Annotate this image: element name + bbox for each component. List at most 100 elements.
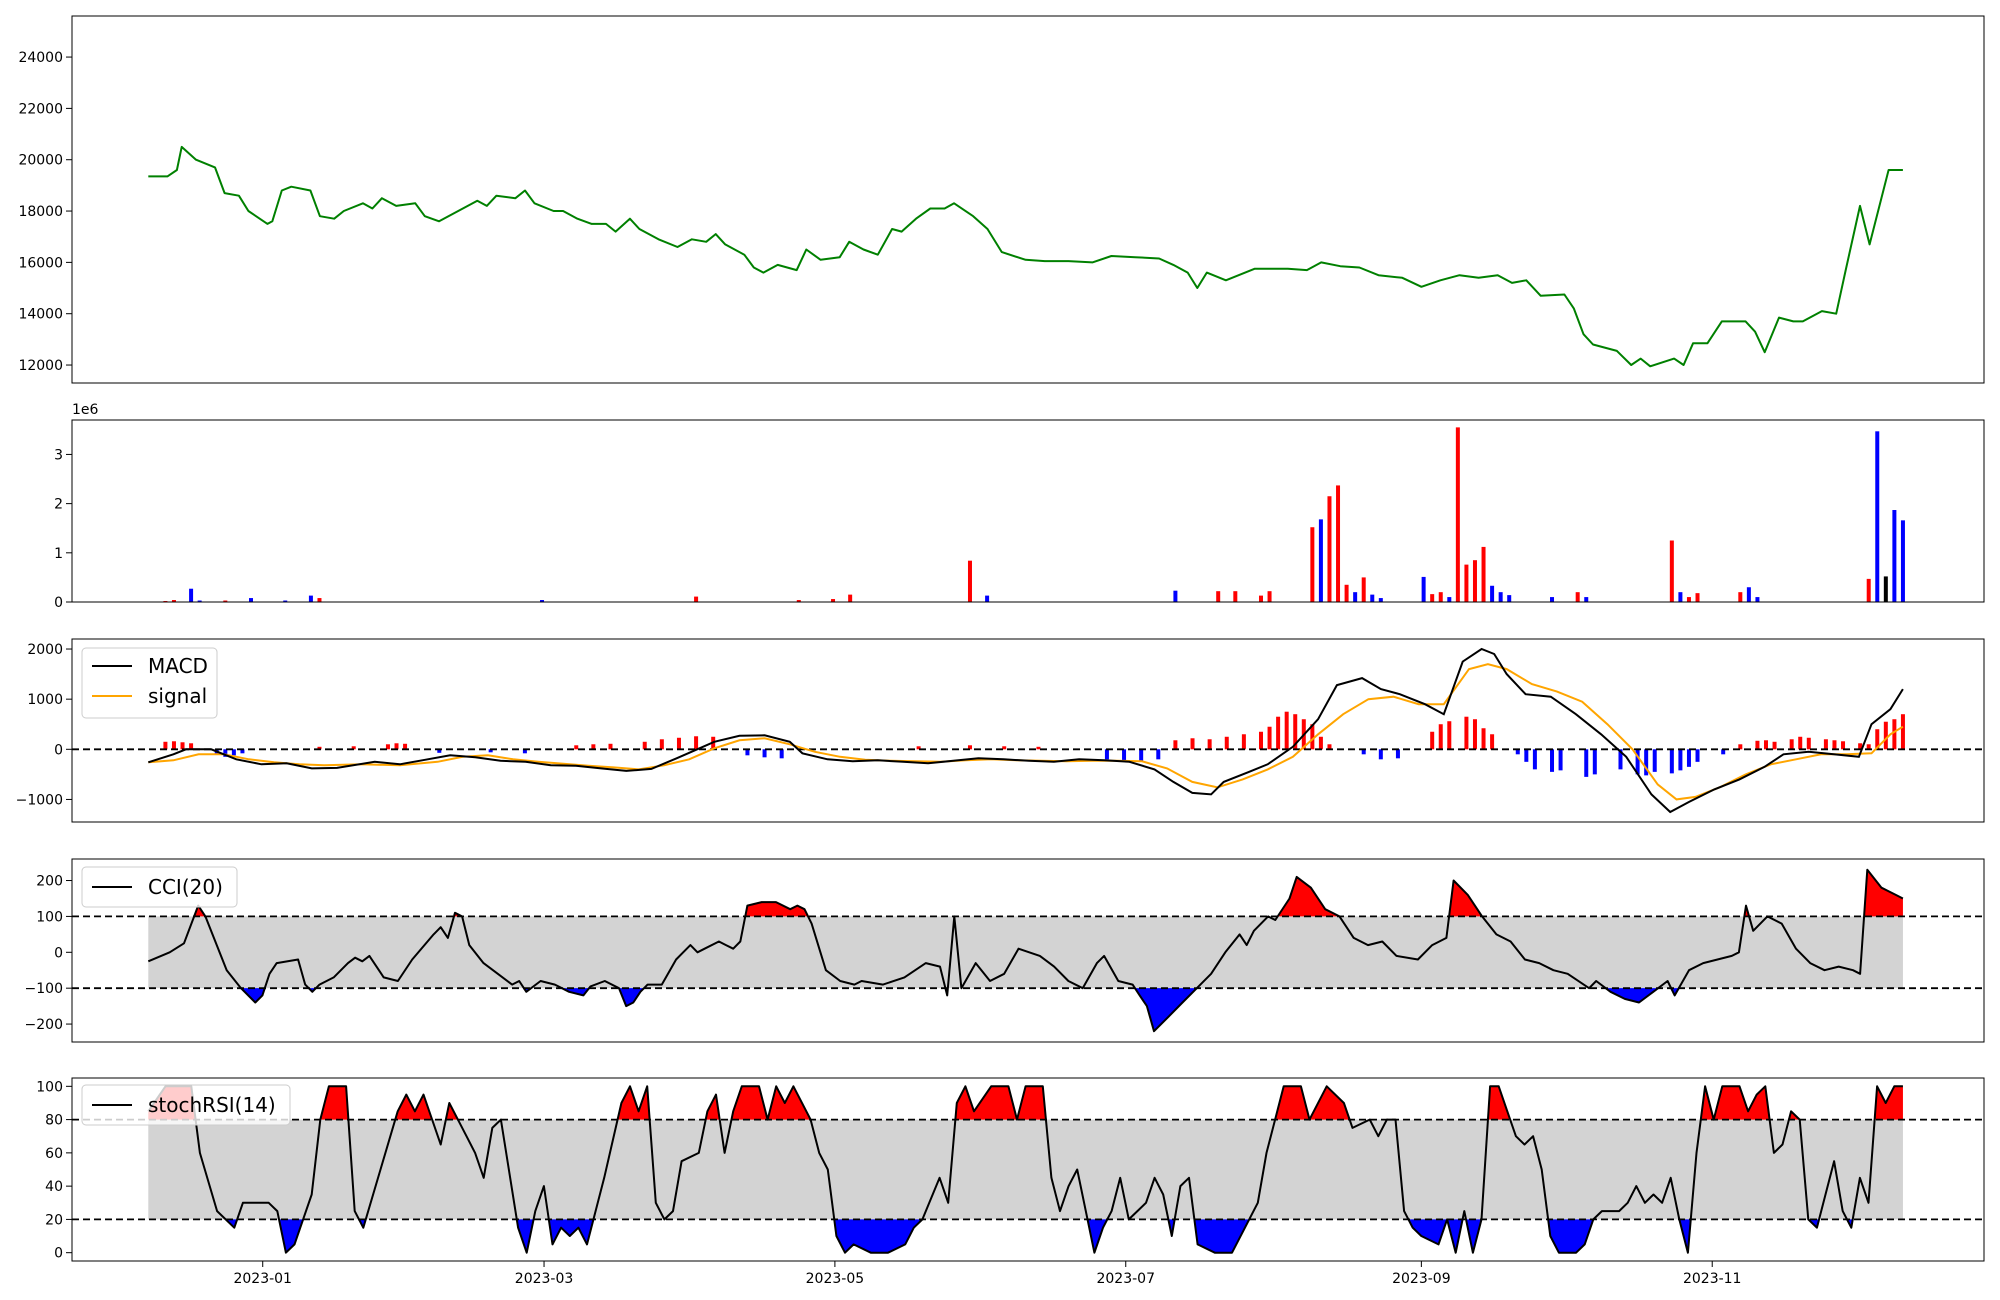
volume-bar <box>1327 496 1332 602</box>
price-ytick-label: 18000 <box>18 204 63 220</box>
volume-bar <box>1498 592 1503 602</box>
stochrsi-line <box>147 1085 1903 1254</box>
macd-histogram-bar <box>1678 749 1683 771</box>
volume-bar <box>1438 592 1443 602</box>
macd-histogram-bar <box>1875 729 1880 750</box>
volume-bar <box>985 595 990 602</box>
macd-histogram-bar <box>1686 749 1691 767</box>
volume-ytick-label: 2 <box>54 497 63 513</box>
macd-legend-label: MACD <box>148 654 208 678</box>
macd-histogram-bar <box>1550 749 1555 772</box>
price-ytick-label: 24000 <box>18 50 63 66</box>
volume-bar <box>197 600 202 602</box>
stochrsi-panel: 0 20 40 60 80 100 stochRSI(14) <box>36 1077 1985 1262</box>
macd-histogram-bar <box>1224 736 1229 750</box>
macd-histogram-bar <box>1267 726 1272 750</box>
macd-histogram-bar <box>608 743 613 750</box>
volume-bar <box>189 588 194 602</box>
stochrsi-ytick-label: 0 <box>54 1246 63 1262</box>
macd-histogram-bar <box>1892 719 1897 750</box>
volume-bar <box>1310 527 1315 602</box>
macd-histogram-bar <box>916 746 921 750</box>
volume-ytick-label: 1 <box>54 546 63 562</box>
date-x-axis: 2023-01 2023-03 2023-05 2023-07 2023-09 2023-… <box>233 1261 1741 1287</box>
macd-histogram-bar <box>1832 740 1837 750</box>
volume-bar <box>223 600 228 602</box>
macd-histogram-bar <box>1772 741 1777 750</box>
macd-histogram-bar <box>1430 731 1435 750</box>
macd-histogram-bar <box>317 746 322 750</box>
stochrsi-legend-box <box>81 1084 291 1126</box>
macd-legend: MACD signal <box>81 647 218 719</box>
macd-histogram-bar <box>437 749 442 753</box>
macd-histogram-bar <box>1584 749 1589 777</box>
macd-histogram-bar <box>1755 740 1760 750</box>
macd-histogram-bar <box>1276 716 1281 750</box>
volume-bar <box>1216 591 1221 602</box>
macd-histogram-bar <box>1318 736 1323 750</box>
macd-histogram-bar <box>1806 737 1811 750</box>
price-ytick-label: 22000 <box>18 101 63 117</box>
price-ytick-label: 14000 <box>18 307 63 323</box>
macd-histogram-bar <box>574 745 579 750</box>
volume-bar <box>1258 595 1263 602</box>
macd-histogram-bar <box>1104 749 1109 760</box>
volume-bar <box>283 600 288 602</box>
stochrsi-ytick-label: 20 <box>45 1212 63 1228</box>
volume-bar <box>1490 585 1495 602</box>
macd-histogram-bar <box>1395 749 1400 759</box>
price-ytick-label: 12000 <box>18 358 63 374</box>
macd-histogram-bar <box>1173 740 1178 750</box>
macd-histogram-bar <box>240 749 245 754</box>
x-tick-label: 2023-11 <box>1683 1271 1742 1287</box>
macd-ytick-label: 0 <box>54 742 63 758</box>
price-ytick-label: 16000 <box>18 255 63 271</box>
macd-histogram-bar <box>1284 711 1289 750</box>
volume-bar <box>967 560 972 602</box>
cci-legend-box <box>81 866 238 908</box>
volume-bar <box>171 600 176 602</box>
volume-bar <box>796 600 801 602</box>
volume-bar <box>1686 597 1691 602</box>
cci-legend: CCI(20) <box>81 866 238 908</box>
cci-neutral-band <box>148 916 1903 989</box>
volume-panel: 0 1 2 3 1e6 <box>54 402 1985 611</box>
macd-histogram-bar <box>488 749 493 753</box>
volume-bar <box>1455 427 1460 602</box>
volume-bar <box>1738 592 1743 602</box>
macd-histogram-bar <box>1858 743 1863 750</box>
macd-histogram-bar <box>1327 744 1332 750</box>
volume-bar <box>1892 510 1897 602</box>
cci-panel-frame <box>71 858 1985 1043</box>
stochrsi-neutral-band <box>148 1119 1903 1220</box>
macd-histogram-bar <box>171 741 176 750</box>
stochrsi-legend: stochRSI(14) <box>81 1084 291 1126</box>
macd-histogram-bar <box>1558 749 1563 771</box>
macd-histogram-bar <box>779 749 784 759</box>
macd-histogram-bar <box>1490 734 1495 750</box>
macd-histogram-bar <box>1618 749 1623 770</box>
volume-bar <box>1883 576 1888 602</box>
macd-histogram-bar <box>967 745 972 750</box>
stochrsi-ytick-label: 100 <box>36 1079 63 1095</box>
volume-bar <box>1550 597 1555 602</box>
volume-bar <box>848 594 853 602</box>
volume-ytick-label: 3 <box>54 447 63 463</box>
cci-line <box>147 868 1904 1033</box>
x-tick-label: 2023-09 <box>1392 1271 1451 1287</box>
macd-histogram-bar <box>659 739 664 750</box>
volume-bar <box>1866 578 1871 602</box>
volume-ytick-label: 0 <box>54 595 63 611</box>
cci-panel: −200 −100 0 100 200 CCI(20) <box>25 858 1985 1043</box>
volume-bar <box>1669 540 1674 602</box>
stochrsi-ytick-label: 80 <box>45 1113 63 1129</box>
macd-histogram-bar <box>1036 746 1041 750</box>
macd-histogram-bar <box>1293 714 1298 750</box>
macd-histogram-bar <box>1721 749 1726 755</box>
cci-legend-label: CCI(20) <box>148 875 223 899</box>
volume-bar <box>1353 592 1358 602</box>
macd-histogram-bar <box>1002 746 1007 750</box>
macd-panel-frame <box>71 638 1985 823</box>
macd-histogram-bar <box>1258 731 1263 750</box>
